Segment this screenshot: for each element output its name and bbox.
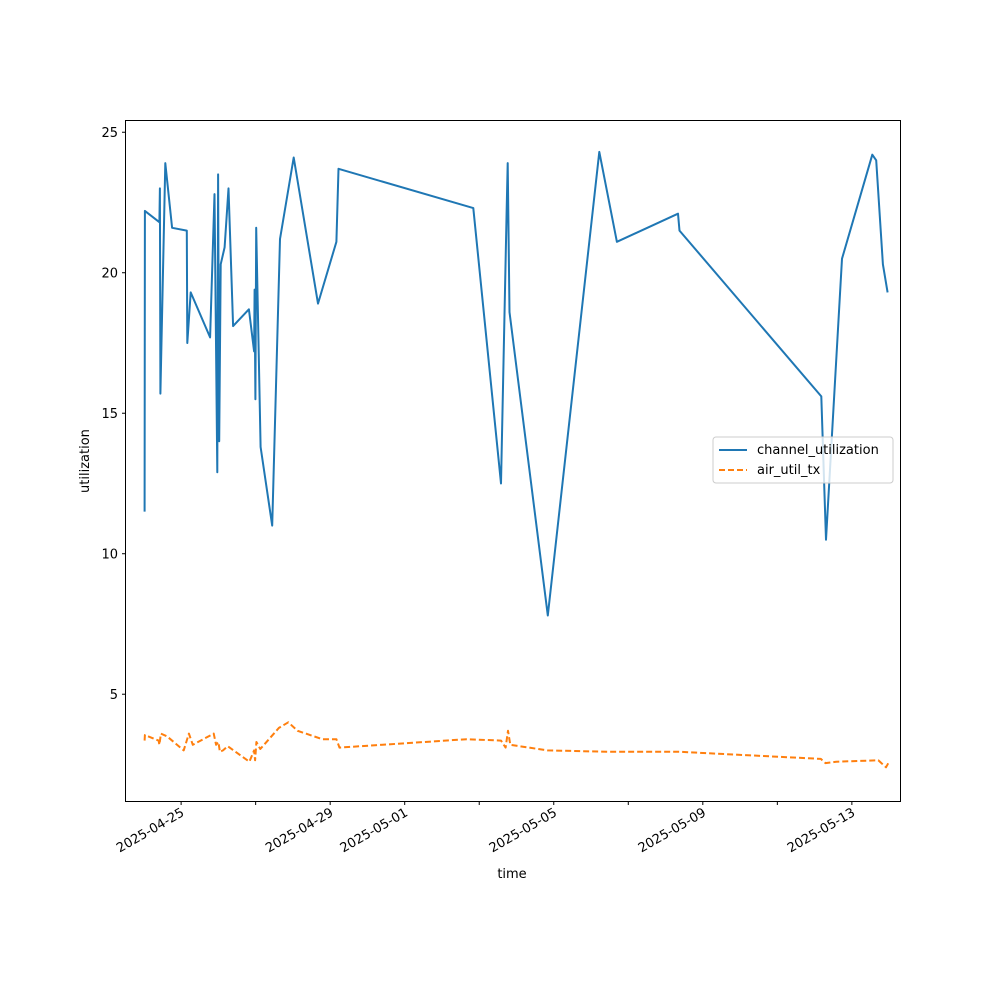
plot-frame	[125, 120, 901, 802]
x-axis-label: time	[497, 867, 526, 882]
y-tick-label: 25	[101, 126, 118, 141]
legend-label-channel-utilization: channel_utilization	[757, 443, 879, 458]
legend-box	[712, 436, 894, 484]
y-tick-label: 20	[101, 267, 118, 282]
y-tick-label: 15	[101, 407, 118, 422]
series-line-air-util-tx	[143, 721, 890, 769]
series-layer	[143, 150, 890, 769]
legend: channel_utilization air_util_tx	[712, 436, 894, 484]
y-axis-label: utilization	[78, 429, 93, 493]
y-tick-label: 5	[110, 688, 118, 703]
y-tick-label: 10	[101, 548, 118, 563]
y-axis: 5 10 15 20 25	[101, 126, 126, 703]
legend-label-air-util-tx: air_util_tx	[757, 463, 821, 478]
series-line-channel-utilization	[143, 150, 889, 617]
